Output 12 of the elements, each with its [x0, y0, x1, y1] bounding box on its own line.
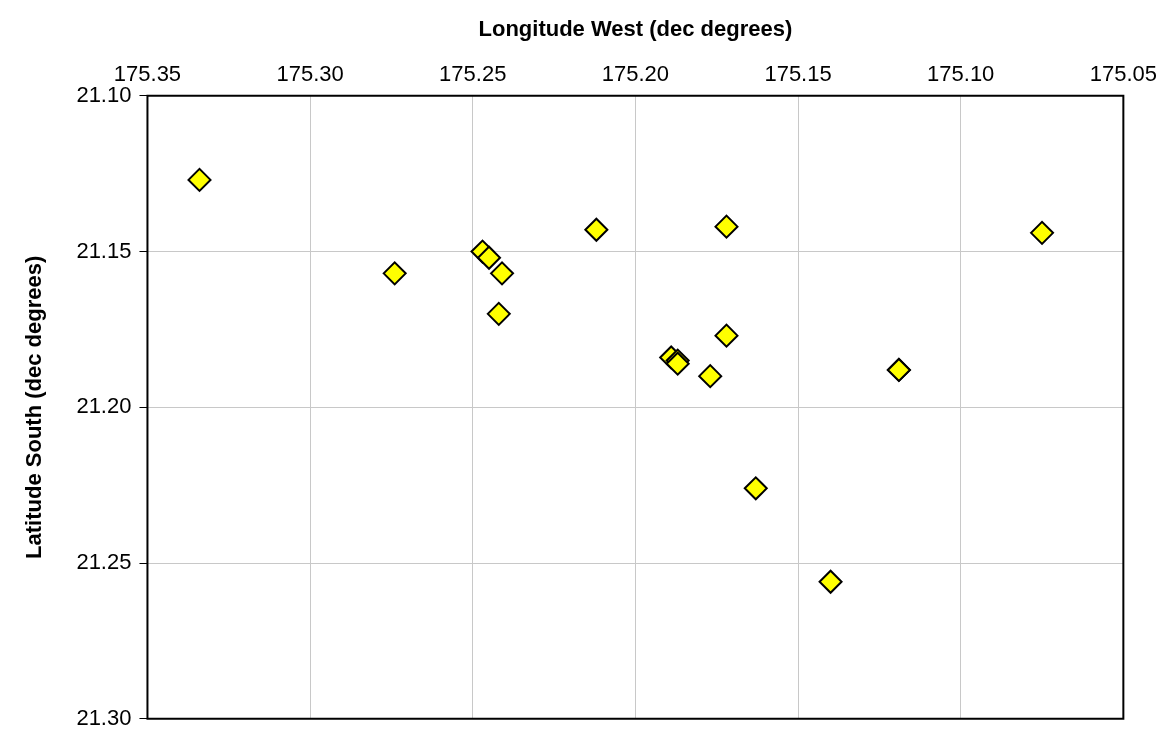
x-tick-label: 175.05	[1089, 60, 1157, 86]
x-tick-label: 175.25	[439, 60, 507, 86]
x-tick-label: 175.10	[927, 60, 995, 86]
y-axis-title: Latitude South (dec degrees)	[21, 255, 47, 559]
x-tick-label: 175.15	[764, 60, 832, 86]
x-axis-title: Longitude West (dec degrees)	[478, 16, 793, 42]
y-tick-label: 21.25	[76, 549, 132, 575]
y-tick-label: 21.20	[76, 393, 132, 419]
x-tick-label: 175.20	[601, 60, 670, 86]
y-tick-label: 21.15	[76, 237, 132, 263]
y-tick-label: 21.30	[76, 704, 132, 730]
x-tick-label: 175.30	[276, 60, 344, 86]
